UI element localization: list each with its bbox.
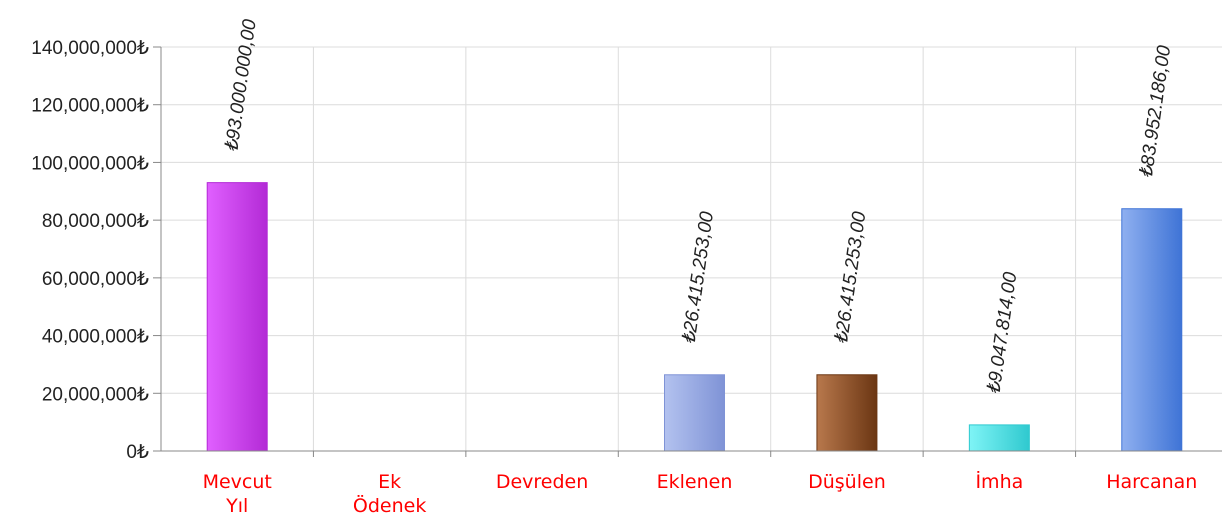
y-tick-label: 120,000,000₺ — [31, 96, 149, 117]
data-labels: ₺93.000.000,00₺26.415.253,00 ₺26.415.253,… — [221, 18, 1175, 396]
y-tick-label: 140,000,000₺ — [31, 38, 149, 59]
bar — [664, 374, 725, 452]
x-category-label: Ek — [378, 471, 401, 493]
bar — [1121, 208, 1183, 452]
x-category-label: Düşülen — [808, 471, 886, 493]
bar — [206, 182, 268, 452]
y-tick-label: 60,000,000₺ — [42, 269, 149, 290]
y-tick-label: 80,000,000₺ — [42, 211, 149, 232]
bars — [206, 182, 1183, 452]
y-axis: 0₺ 20,000,000₺ 40,000,000₺ 60,000,000₺ 80,00… — [31, 38, 162, 463]
x-category-label: Ödenek — [353, 494, 426, 517]
x-category-label: Harcanan — [1106, 471, 1197, 493]
x-category-label: İmha — [975, 470, 1023, 493]
x-category-label: Yıl — [225, 495, 248, 517]
bar — [816, 374, 878, 452]
y-tick-label: 100,000,000₺ — [31, 153, 149, 174]
data-label: ₺93.000.000,00 — [221, 18, 260, 154]
data-label: ₺9.047.814,00 — [984, 270, 1022, 395]
y-tick-label: 40,000,000₺ — [42, 327, 149, 348]
x-category-label: Devreden — [496, 471, 588, 493]
y-tick-label: 0₺ — [126, 442, 149, 463]
y-tick-label: 20,000,000₺ — [42, 384, 149, 405]
grid-lines — [161, 46, 1222, 451]
x-category-label: Eklenen — [657, 471, 733, 493]
data-label: ₺83.952.186,00 — [1136, 44, 1175, 180]
bar — [968, 424, 1030, 452]
x-category-label: Mevcut — [203, 471, 272, 493]
